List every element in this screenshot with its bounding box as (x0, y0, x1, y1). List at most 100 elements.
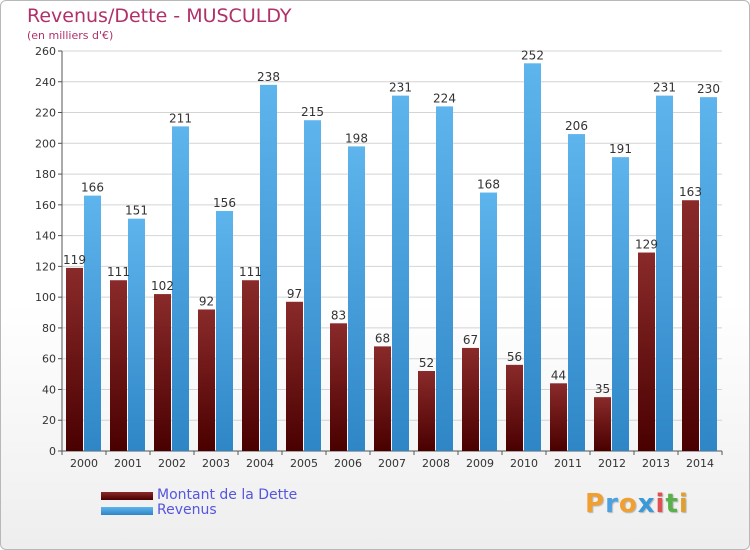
data-label-revenue: 168 (477, 178, 500, 192)
legend-label-debt: Montant de la Dette (157, 487, 298, 503)
data-label-debt: 163 (679, 185, 702, 199)
data-label-revenue: 151 (125, 204, 148, 218)
y-tick-label: 140 (35, 230, 56, 243)
bar-debt (418, 371, 435, 451)
bar-debt (330, 323, 347, 451)
x-tick-label: 2002 (158, 457, 186, 470)
axes: 0 20 40 60 80 100 120 140 160 180 200 220 240 260 2000… (35, 45, 723, 470)
data-label-revenue: 191 (609, 142, 632, 156)
bar-debt (550, 383, 567, 451)
data-label-debt: 102 (151, 279, 174, 293)
y-tick-label: 80 (42, 322, 56, 335)
logo-letter: P (585, 489, 606, 519)
x-tick-label: 2009 (466, 457, 494, 470)
x-tick-label: 2010 (510, 457, 538, 470)
bar-revenue (656, 95, 673, 451)
x-tick-label: 2006 (334, 457, 362, 470)
data-label-debt: 83 (331, 308, 346, 322)
data-label-debt: 44 (551, 368, 566, 382)
data-label-revenue: 231 (389, 81, 412, 95)
data-label-revenue: 252 (521, 48, 544, 62)
bar-revenue (172, 126, 189, 451)
data-label-debt: 35 (595, 382, 610, 396)
y-tick-label: 160 (35, 199, 56, 212)
data-label-debt: 97 (287, 287, 302, 301)
y-tick-label: 180 (35, 168, 56, 181)
proxiti-logo: Proxiti (585, 489, 689, 519)
logo-letter: o (618, 489, 638, 519)
bar-debt (110, 280, 127, 451)
bar-revenue (700, 97, 717, 452)
bar-revenue (304, 120, 321, 451)
data-label-revenue: 238 (257, 70, 280, 84)
data-label-revenue: 211 (169, 111, 192, 125)
y-tick-label: 0 (49, 445, 56, 458)
x-tick-label: 2013 (642, 457, 670, 470)
chart-title: Revenus/Dette - MUSCULDY (27, 5, 292, 27)
data-label-revenue: 230 (697, 82, 720, 96)
bar-debt (506, 364, 523, 451)
y-tick-label: 240 (35, 76, 56, 89)
bar-revenue (128, 218, 145, 451)
bar-debt (462, 347, 479, 451)
logo-letter: i (655, 489, 666, 519)
data-label-debt: 52 (419, 356, 434, 370)
data-label-debt: 67 (463, 333, 478, 347)
data-label-debt: 56 (507, 350, 522, 364)
y-tick-label: 60 (42, 353, 56, 366)
x-tick-label: 2005 (290, 457, 318, 470)
bars (66, 63, 717, 452)
logo-letter: i (678, 489, 689, 519)
data-label-debt: 119 (63, 253, 86, 267)
logo-letter: x (637, 489, 656, 519)
data-label-debt: 68 (375, 331, 390, 345)
x-tick-label: 2008 (422, 457, 450, 470)
bar-debt (286, 301, 303, 451)
y-tick-label: 220 (35, 107, 56, 120)
legend-label-revenue: Revenus (157, 502, 217, 518)
bar-revenue (480, 192, 497, 452)
bar-debt (638, 252, 655, 451)
bar-debt (66, 267, 83, 451)
x-tick-label: 2000 (70, 457, 98, 470)
y-tick-label: 100 (35, 291, 56, 304)
bar-revenue (568, 134, 585, 452)
bar-debt (198, 309, 215, 451)
x-tick-label: 2003 (202, 457, 230, 470)
x-tick-label: 2001 (114, 457, 142, 470)
y-tick-label: 200 (35, 137, 56, 150)
legend-swatch-revenue (101, 507, 153, 515)
bar-revenue (260, 84, 277, 451)
data-label-revenue: 198 (345, 131, 368, 145)
data-label-revenue: 224 (433, 91, 456, 105)
bar-debt (682, 200, 699, 451)
data-label-debt: 111 (107, 265, 130, 279)
y-tick-label: 120 (35, 260, 56, 273)
bar-revenue (84, 195, 101, 451)
y-tick-label: 260 (35, 45, 56, 58)
bar-revenue (436, 106, 453, 451)
bar-revenue (524, 63, 541, 452)
data-label-revenue: 231 (653, 81, 676, 95)
x-tick-label: 2014 (686, 457, 714, 470)
bar-debt (242, 280, 259, 451)
logo-letter: t (665, 489, 679, 519)
legend-swatch-debt (101, 492, 153, 500)
data-label-revenue: 215 (301, 105, 324, 119)
bar-debt (154, 294, 171, 451)
data-labels: 119 166 111 151 102 211 92 156 111 238 97 215 83 198 6… (63, 48, 720, 396)
bar-revenue (348, 146, 365, 451)
x-tick-label: 2007 (378, 457, 406, 470)
chart-subtitle: (en milliers d'€) (27, 29, 114, 42)
data-label-debt: 111 (239, 265, 262, 279)
bar-revenue (612, 157, 629, 451)
data-label-revenue: 206 (565, 119, 588, 133)
x-tick-label: 2004 (246, 457, 274, 470)
bar-revenue (216, 211, 233, 451)
data-label-revenue: 166 (81, 181, 104, 195)
bar-debt (374, 346, 391, 451)
bar-revenue (392, 95, 409, 451)
bar-debt (594, 397, 611, 451)
